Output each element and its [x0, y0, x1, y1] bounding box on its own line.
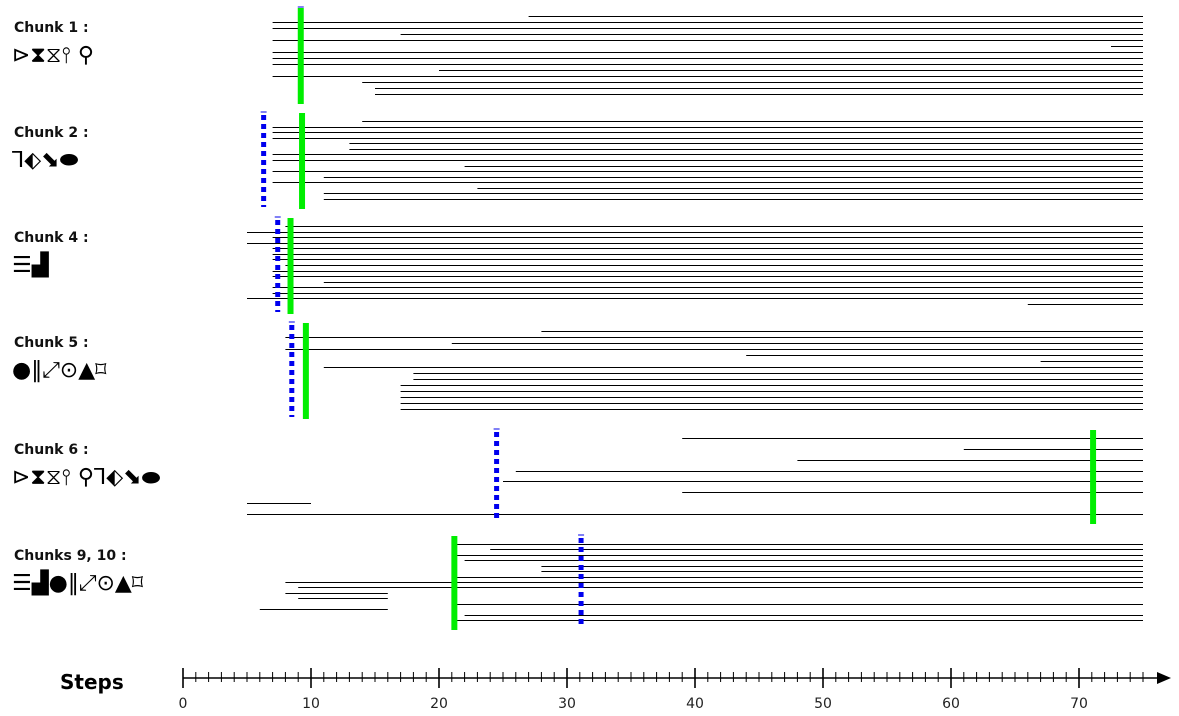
- chunk-glyphs: ☰▟●‖⤢⊙▲⌑: [12, 569, 144, 596]
- chunk-label: Chunk 1 :: [14, 20, 89, 36]
- chunk-glyphs: ⅂⬖⬊⬬: [12, 148, 79, 173]
- chunk-glyphs: ⊳⧗⧖⫯ ⚲⅂⬖⬊⬬: [12, 465, 161, 490]
- tick-label: 10: [302, 696, 320, 712]
- chunk-panel: Chunk 4 : ☰▟: [12, 216, 1143, 314]
- chunk-label: Chunks 9, 10 :: [14, 548, 127, 564]
- tick-label: 70: [1070, 696, 1088, 712]
- chunk-panel: Chunk 2 : ⅂⬖⬊⬬: [12, 111, 1143, 209]
- tick-label: 20: [430, 696, 448, 712]
- chunk-glyphs: ⊳⧗⧖⫯ ⚲: [12, 43, 94, 68]
- chunk-label: Chunk 4 :: [14, 230, 89, 246]
- chunk-glyphs: ●‖⤢⊙▲⌑: [12, 358, 107, 383]
- tick-label: 60: [942, 696, 960, 712]
- chunk-label: Chunk 2 :: [14, 125, 89, 141]
- chunk-label: Chunk 6 :: [14, 442, 89, 458]
- tick-label: 30: [558, 696, 576, 712]
- tick-label: 50: [814, 696, 832, 712]
- chunk-panels: Chunk 1 :⊳⧗⧖⫯ ⚲Chunk 2 :⅂⬖⬊⬬Chunk 4 :☰▟C…: [12, 6, 1143, 630]
- axis-title: Steps: [60, 670, 124, 694]
- tick-label: 0: [179, 696, 188, 712]
- chunk-panel: Chunk 5 : ●‖⤢⊙▲⌑: [12, 321, 1143, 419]
- steps-axis: Steps 0 10 20 30 40 50 60 70: [60, 668, 1171, 712]
- axis-arrowhead: [1157, 672, 1171, 684]
- chunk-label: Chunk 5 :: [14, 335, 89, 351]
- chunk-glyphs: ☰▟: [12, 251, 50, 278]
- chunk-panel: Chunks 9, 10 : ☰▟●‖⤢⊙▲⌑: [12, 534, 1143, 630]
- tick-label: 40: [686, 696, 704, 712]
- chunk-panel: Chunk 6 : ⊳⧗⧖⫯ ⚲⅂⬖⬊⬬: [12, 428, 1143, 524]
- chunk-panel: Chunk 1 : ⊳⧗⧖⫯ ⚲: [12, 6, 1143, 104]
